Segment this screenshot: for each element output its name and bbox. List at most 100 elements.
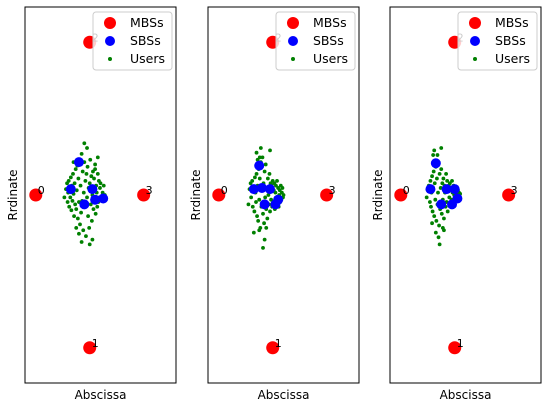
user-point	[79, 240, 84, 244]
user-point	[257, 228, 262, 233]
user-point	[267, 171, 272, 176]
mbs-index-label: 0	[38, 184, 45, 197]
user-point	[72, 181, 77, 186]
user-point	[87, 181, 92, 186]
user-point	[85, 164, 90, 169]
x-axis-label: Abscissa	[440, 388, 492, 402]
user-point	[434, 218, 439, 223]
legend-label-users: Users	[130, 51, 165, 66]
user-point	[98, 186, 102, 190]
sbs-point	[79, 199, 90, 210]
user-point	[257, 176, 262, 181]
x-axis-label: Abscissa	[75, 388, 127, 402]
user-point	[424, 195, 429, 200]
user-point	[82, 141, 87, 146]
user-point	[67, 204, 72, 209]
user-point	[431, 169, 436, 174]
legend-label-users: Users	[313, 51, 348, 66]
user-point	[268, 209, 272, 214]
user-point	[261, 211, 265, 216]
mbs-index-label: 0	[221, 184, 228, 197]
user-point	[91, 207, 96, 212]
user-point	[432, 181, 437, 186]
user-point	[257, 197, 262, 202]
legend-label-sbss: SBSs	[495, 33, 526, 48]
user-point	[89, 218, 94, 223]
sbs-point	[425, 184, 436, 195]
user-point	[273, 190, 278, 195]
sbs-point	[441, 184, 452, 195]
user-point	[437, 242, 442, 247]
mbs-index-label: 1	[275, 337, 282, 350]
user-point	[435, 176, 439, 181]
mbs-point	[266, 341, 280, 355]
user-point	[255, 214, 259, 219]
mbs-point	[137, 188, 151, 202]
mbs-index-label: 1	[92, 337, 99, 350]
legend-label-sbss: SBSs	[130, 33, 161, 48]
user-point	[252, 209, 257, 214]
mbs-point	[83, 341, 97, 355]
user-point	[268, 148, 272, 153]
legend-label-sbss: SBSs	[313, 33, 344, 48]
user-point	[80, 169, 85, 174]
user-point	[89, 174, 94, 179]
user-point	[93, 162, 98, 167]
user-point	[439, 167, 444, 172]
mbs-point	[394, 188, 408, 202]
user-point	[88, 157, 93, 162]
mbs-index-label: 0	[403, 184, 410, 197]
user-point	[79, 210, 83, 215]
subplot-3: 0123 Abscissa Rrdinate MBSs SBSs Users	[371, 6, 542, 402]
user-point	[435, 153, 440, 157]
user-point	[441, 176, 446, 181]
user-point	[73, 167, 78, 172]
user-point	[78, 222, 82, 227]
user-point	[258, 146, 263, 150]
user-point	[263, 195, 268, 200]
subplot-1: 0123 Abscissa Rrdinate MBSs SBSs Users	[6, 6, 177, 402]
user-point	[450, 179, 454, 183]
user-point	[439, 146, 444, 150]
user-point	[280, 186, 285, 190]
user-point	[262, 221, 266, 226]
user-point	[69, 208, 74, 213]
y-axis-label: Rrdinate	[189, 169, 203, 220]
sbs-point	[256, 182, 267, 193]
user-point	[265, 216, 270, 221]
legend-marker-sbss	[105, 36, 115, 46]
user-point	[79, 151, 84, 156]
user-point	[77, 231, 81, 236]
user-point	[72, 214, 76, 219]
mbs-point	[212, 188, 226, 202]
legend-marker-users	[473, 57, 477, 61]
user-point	[71, 171, 75, 176]
user-point	[428, 179, 433, 183]
user-point	[81, 228, 86, 233]
legend-marker-users	[108, 57, 112, 61]
user-point	[73, 202, 78, 207]
legend: MBSs SBSs Users	[275, 11, 356, 71]
mbs-point	[448, 341, 462, 355]
user-point	[251, 230, 256, 235]
user-point	[442, 216, 446, 221]
user-point	[246, 202, 251, 207]
sbs-point	[449, 184, 460, 195]
user-point	[432, 214, 437, 219]
user-point	[265, 176, 270, 181]
user-point	[249, 195, 254, 200]
mbs-point	[29, 188, 43, 202]
mbs-index-label: 1	[457, 337, 464, 350]
user-point	[437, 171, 442, 176]
legend-marker-sbss	[288, 36, 298, 46]
user-point	[430, 209, 435, 214]
user-point	[440, 226, 445, 230]
legend-marker-sbss	[470, 36, 480, 46]
legend: MBSs SBSs Users	[92, 11, 173, 71]
user-point	[444, 171, 448, 176]
mbs-index-label: 3	[146, 184, 153, 197]
user-point	[65, 200, 70, 204]
user-point	[281, 193, 286, 197]
x-axis-label: Abscissa	[258, 388, 310, 402]
